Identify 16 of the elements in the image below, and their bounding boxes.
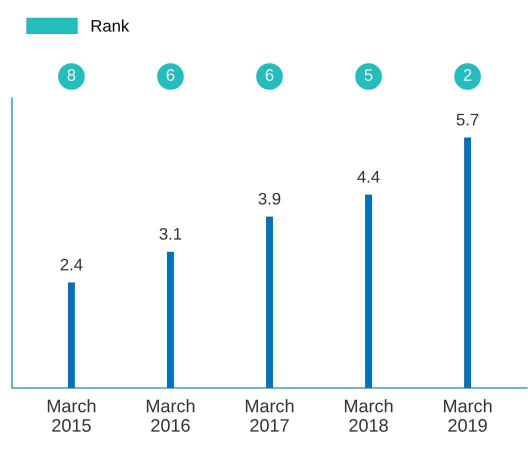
x-tick-label: March 2017 — [246, 399, 294, 432]
data-label: 6 — [166, 69, 174, 81]
x-tick-label: March 2018 — [344, 399, 392, 432]
legend-label: Rank — [92, 19, 130, 32]
data-label: 6 — [266, 69, 274, 81]
data-label: 5 — [364, 69, 372, 81]
x-tick-label: March 2015 — [48, 399, 96, 432]
x-tick-label: March 2019 — [444, 399, 492, 432]
data-label: 5.7 — [456, 114, 478, 126]
data-label: 4.4 — [357, 171, 380, 183]
data-label: 2.4 — [60, 258, 83, 270]
data-label: 3.9 — [258, 192, 280, 205]
data-label: 8 — [68, 69, 76, 81]
x-tick-label: March 2016 — [146, 399, 194, 432]
data-label: 3.1 — [160, 228, 182, 240]
data-label: 2 — [464, 69, 472, 81]
